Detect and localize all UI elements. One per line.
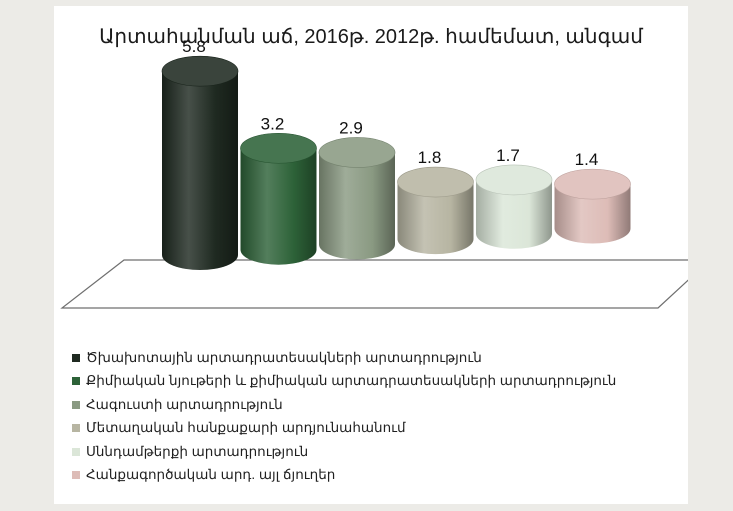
chart-title: Արտահանման աճ, 2016թ. 2012թ. համեմատ, ան…: [99, 26, 643, 48]
legend-item: Սննդամթերքի արտադրություն: [72, 440, 672, 464]
chart-legend: Ծխախոտային արտադրատեսակների արտադրությու…: [72, 346, 672, 487]
legend-swatch: [72, 471, 80, 480]
legend-label: Ծխախոտային արտադրատեսակների արտադրությու…: [86, 349, 482, 365]
bar-body: [397, 182, 474, 255]
legend-label: Սննդամթերքի արտադրություն: [86, 443, 309, 459]
bar-1: [161, 55, 239, 270]
data-label-4: 1.8: [418, 148, 442, 167]
bar-5: [475, 164, 553, 249]
legend-item: Ծխախոտային արտադրատեսակների արտադրությու…: [72, 346, 672, 370]
chart-card: Արտահանման աճ, 2016թ. 2012թ. համեմատ, ան…: [54, 6, 688, 504]
data-label-6: 1.4: [575, 150, 599, 169]
legend-item: Քիմիական նյութերի և քիմիական արտադրատեսա…: [72, 370, 672, 394]
bar-6: [554, 168, 631, 244]
bar-body: [162, 71, 238, 270]
legend-swatch: [72, 353, 80, 362]
legend-swatch: [72, 400, 80, 409]
data-label-2: 3.2: [261, 114, 285, 133]
chart-plot: 5.8 3.2 2.9 1.8 1.7 1.4: [60, 37, 688, 309]
bar-body: [476, 179, 552, 249]
data-label-3: 2.9: [339, 118, 363, 137]
bar-4: [397, 166, 474, 255]
bar-2: [240, 132, 317, 265]
bar-top: [475, 164, 553, 196]
bar-3: [318, 137, 396, 260]
chart-floor: [60, 259, 688, 309]
bar-body: [319, 152, 395, 260]
legend-swatch: [72, 447, 80, 456]
legend-label: Հանքագործական արդ. այլ ճյուղեր: [86, 467, 336, 483]
data-label-1: 5.8: [182, 37, 206, 56]
legend-swatch: [72, 377, 80, 386]
bar-body: [554, 184, 631, 244]
legend-swatch: [72, 424, 80, 433]
bar-top: [554, 168, 631, 200]
data-label-5: 1.7: [496, 146, 520, 165]
bar-body: [240, 148, 317, 265]
legend-label: Հագուստի արտադրություն: [86, 396, 283, 412]
bar-top: [240, 132, 317, 164]
bar-top: [161, 55, 239, 87]
legend-item: Մետաղական հանքաքարի արդյունահանում: [72, 417, 672, 441]
legend-label: Քիմիական նյութերի և քիմիական արտադրատեսա…: [86, 373, 617, 389]
legend-item: Հագուստի արտադրություն: [72, 393, 672, 417]
legend-item: Հանքագործական արդ. այլ ճյուղեր: [72, 464, 672, 488]
legend-label: Մետաղական հանքաքարի արդյունահանում: [86, 420, 406, 436]
bar-top: [397, 166, 474, 198]
bar-top: [318, 137, 396, 168]
